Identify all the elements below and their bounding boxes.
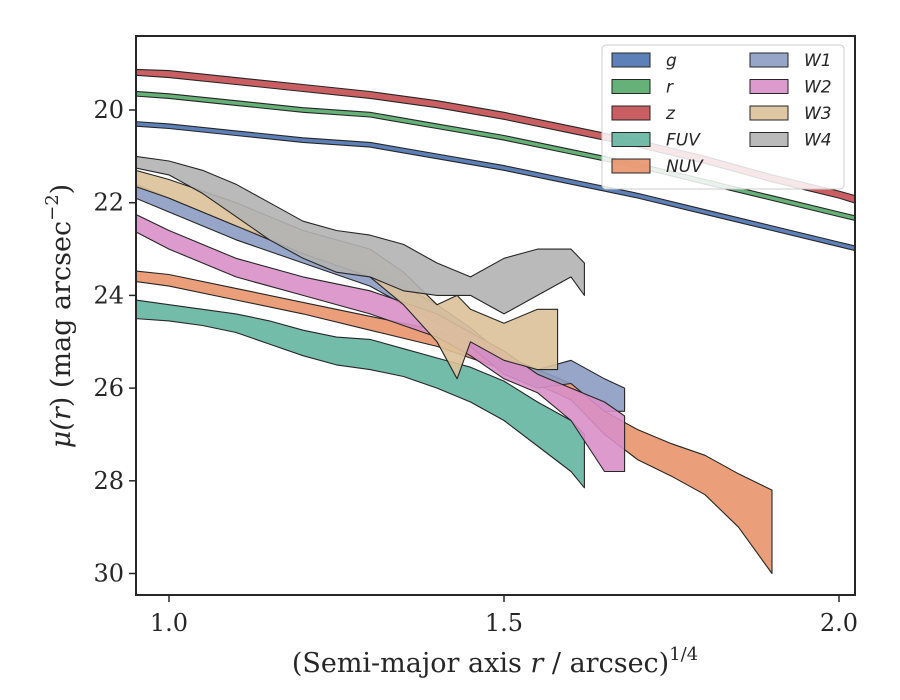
x-tick-label: 2.0 — [820, 609, 858, 637]
band-w4 — [136, 155, 585, 315]
legend-label-fuv: FUV — [666, 131, 701, 151]
y-axis-label: μ(r) (mag arcsec−2) — [42, 184, 77, 448]
x-tick-label: 1.5 — [485, 609, 523, 637]
legend-label-w1: W1 — [804, 51, 832, 71]
legend-swatch-z — [611, 105, 651, 121]
legend: grz FUV NUV W1 W2 W3 W4 — [601, 44, 845, 190]
band-w2 — [136, 213, 626, 473]
y-tick-label: 22 — [93, 189, 124, 217]
band-fuv — [136, 299, 585, 489]
band-r — [136, 90, 855, 222]
x-axis-ticks: 1.01.52.02.53.0 — [150, 595, 858, 637]
legend-swatch-w3 — [749, 105, 789, 121]
band-g — [136, 121, 855, 252]
legend-label-w2: W2 — [804, 78, 832, 98]
legend-swatch-w2 — [749, 79, 789, 94]
plot-frame — [135, 35, 856, 596]
legend-swatch-w4 — [749, 132, 789, 147]
x-tick-label: 1.0 — [150, 609, 188, 637]
legend-swatch-fuv — [611, 132, 651, 147]
y-tick-label: 28 — [93, 467, 124, 495]
y-tick-label: 20 — [93, 96, 124, 124]
legend-label-g: g — [666, 51, 677, 71]
legend-label-nuv: NUV — [666, 157, 704, 177]
legend-label-w4: W4 — [804, 131, 832, 151]
legend-label-r: r — [666, 78, 674, 98]
legend-swatch-g — [611, 52, 651, 68]
y-tick-label: 26 — [93, 374, 124, 402]
legend-swatch-r — [611, 79, 651, 94]
series-bands — [136, 68, 855, 575]
legend-label-z: z — [665, 104, 676, 124]
legend-swatch-w1 — [749, 52, 789, 68]
legend-label-w3: W3 — [804, 104, 832, 124]
legend-swatch-nuv — [611, 158, 651, 174]
y-axis-ticks: 20 22 24 26 28 30 — [93, 96, 136, 588]
y-tick-label: 24 — [93, 281, 124, 309]
y-tick-label: 30 — [93, 560, 124, 588]
x-axis-label: (Semi-major axis r / arcsec)1/4 — [292, 644, 698, 679]
